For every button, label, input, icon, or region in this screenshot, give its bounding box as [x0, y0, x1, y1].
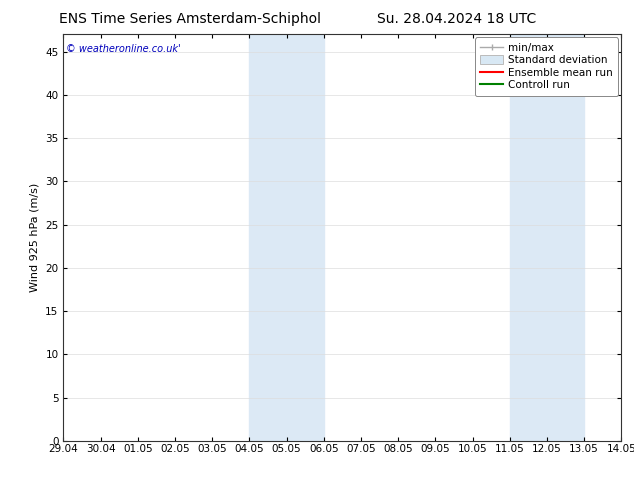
- Y-axis label: Wind 925 hPa (m/s): Wind 925 hPa (m/s): [30, 183, 40, 292]
- Text: Su. 28.04.2024 18 UTC: Su. 28.04.2024 18 UTC: [377, 12, 536, 26]
- Text: © weatheronline.co.uk': © weatheronline.co.uk': [66, 45, 181, 54]
- Bar: [510, 34, 584, 441]
- Legend: min/max, Standard deviation, Ensemble mean run, Controll run: min/max, Standard deviation, Ensemble me…: [475, 37, 618, 96]
- Text: ENS Time Series Amsterdam-Schiphol: ENS Time Series Amsterdam-Schiphol: [59, 12, 321, 26]
- Bar: [249, 34, 324, 441]
